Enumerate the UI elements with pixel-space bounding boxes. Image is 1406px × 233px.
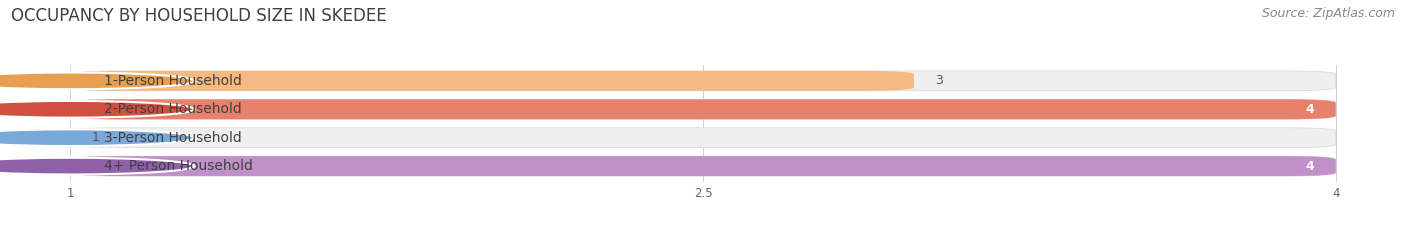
Text: 4+ Person Household: 4+ Person Household [104,159,253,173]
FancyBboxPatch shape [70,71,1336,91]
Circle shape [0,158,194,175]
FancyBboxPatch shape [70,99,1336,119]
Text: 2-Person Household: 2-Person Household [104,102,242,116]
Text: OCCUPANCY BY HOUSEHOLD SIZE IN SKEDEE: OCCUPANCY BY HOUSEHOLD SIZE IN SKEDEE [11,7,387,25]
FancyBboxPatch shape [70,156,1336,176]
Text: 1-Person Household: 1-Person Household [104,74,242,88]
Circle shape [0,72,194,89]
FancyBboxPatch shape [70,71,914,91]
Text: 3-Person Household: 3-Person Household [104,131,242,145]
Circle shape [0,101,194,118]
Text: 4: 4 [1306,103,1315,116]
Circle shape [0,129,194,146]
Text: Source: ZipAtlas.com: Source: ZipAtlas.com [1261,7,1395,20]
Text: 3: 3 [935,74,943,87]
Text: 1: 1 [91,131,100,144]
FancyBboxPatch shape [70,128,1336,148]
FancyBboxPatch shape [70,99,1336,119]
FancyBboxPatch shape [70,156,1336,176]
Text: 4: 4 [1306,160,1315,173]
